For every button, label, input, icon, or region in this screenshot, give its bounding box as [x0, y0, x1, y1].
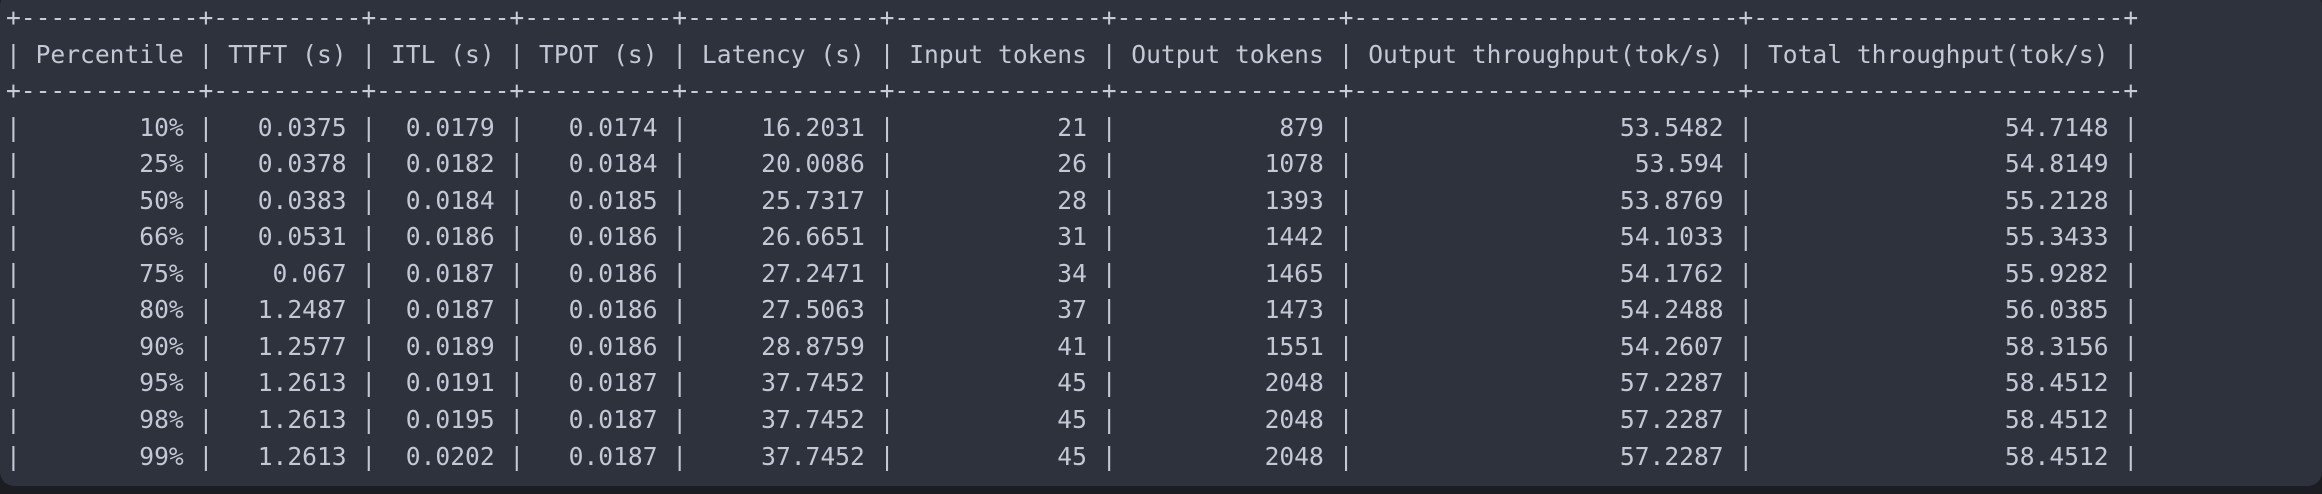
- table-top-border: +------------+----------+---------+-----…: [6, 3, 2139, 32]
- table-row: | 10% | 0.0375 | 0.0179 | 0.0174 | 16.20…: [6, 112, 2139, 142]
- table-row: | 95% | 1.2613 | 0.0191 | 0.0187 | 37.74…: [6, 368, 2139, 398]
- table-header-row: | Percentile | TTFT (s) | ITL (s) | TPOT…: [6, 39, 2139, 69]
- table-row: | 50% | 0.0383 | 0.0184 | 0.0185 | 25.73…: [6, 185, 2139, 215]
- table-row: | 90% | 1.2577 | 0.0189 | 0.0186 | 28.87…: [6, 331, 2139, 361]
- table-row: | 99% | 1.2613 | 0.0202 | 0.0187 | 37.74…: [6, 441, 2139, 471]
- table-header-separator: +------------+----------+---------+-----…: [6, 76, 2139, 106]
- table-bottom-border: +------------+----------+---------+-----…: [6, 475, 2318, 486]
- benchmark-results-table: +------------+----------+---------+-----…: [6, 0, 2318, 486]
- table-row: | 80% | 1.2487 | 0.0187 | 0.0186 | 27.50…: [6, 295, 2139, 325]
- table-row: | 75% | 0.067 | 0.0187 | 0.0186 | 27.247…: [6, 258, 2139, 288]
- table-row: | 25% | 0.0378 | 0.0182 | 0.0184 | 20.00…: [6, 149, 2139, 179]
- table-row: | 98% | 1.2613 | 0.0195 | 0.0187 | 37.74…: [6, 405, 2139, 435]
- table-row: | 66% | 0.0531 | 0.0186 | 0.0186 | 26.66…: [6, 222, 2139, 252]
